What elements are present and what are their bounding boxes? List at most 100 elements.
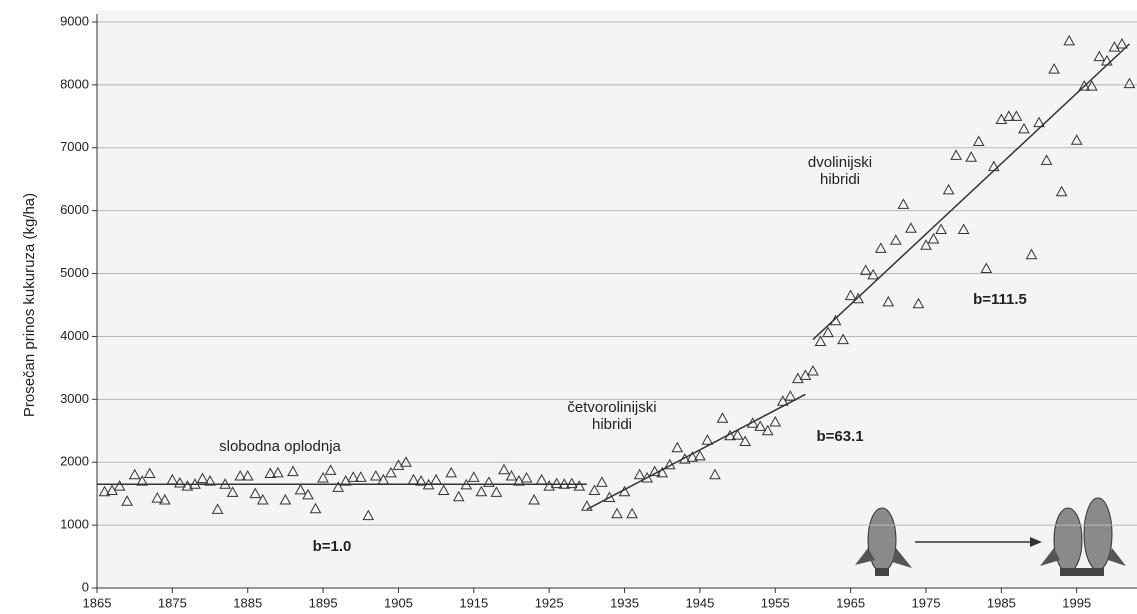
data-point [113,480,126,491]
data-point [226,486,239,497]
data-point [302,488,314,500]
data-point [987,160,1000,172]
data-point [852,292,865,304]
data-point [136,475,149,486]
data-point [859,264,872,275]
data-point [633,468,646,480]
data-point [234,470,247,481]
data-point [385,466,397,478]
data-point [912,297,925,309]
y-tick-label: 9000 [60,13,89,28]
x-tick-label: 1885 [233,595,262,610]
data-point [264,467,277,479]
data-point [287,465,299,477]
data-point [837,333,849,345]
data-point [822,326,834,338]
y-tick-label: 7000 [60,139,89,154]
data-point [611,507,623,519]
data-point [1101,54,1113,66]
annotation: hibridi [820,171,860,188]
data-point [776,395,789,406]
data-point [505,470,518,481]
data-point [920,239,932,250]
data-point [678,453,691,464]
data-point [498,463,510,475]
x-tick-label: 1955 [761,595,790,610]
data-point [437,484,450,496]
data-point [784,390,797,401]
data-point [174,476,186,488]
data-point [957,223,970,235]
data-point [648,465,661,477]
data-point [656,466,669,478]
data-point [588,484,601,496]
data-point [1040,154,1053,165]
x-tick-label: 1895 [309,595,338,610]
annotation: dvolinijski [808,154,872,171]
data-point [151,492,164,503]
data-point [1055,185,1068,197]
data-point [528,493,540,505]
data-point [369,470,382,481]
data-point [995,113,1008,124]
data-point [520,471,533,483]
data-point [460,478,473,490]
data-point [739,435,751,446]
data-point [362,509,375,521]
trend-line [812,43,1130,341]
arrow-head [1030,537,1042,547]
data-point [347,471,360,482]
data-point [754,420,767,431]
data-point [256,493,269,505]
x-tick-label: 1995 [1062,595,1091,610]
x-tick-label: 1985 [987,595,1016,610]
data-point [196,472,209,484]
data-point [332,481,345,492]
data-point [189,478,201,489]
corn-icon-left [855,507,912,576]
data-point [792,372,804,384]
y-tick-label: 1000 [60,517,89,532]
x-tick-label: 1935 [610,595,639,610]
data-point [686,451,699,462]
data-point [1123,77,1136,89]
data-point [882,295,895,307]
data-point [490,486,503,497]
data-point [565,477,578,489]
y-tick-label: 2000 [60,454,89,469]
data-point [1108,41,1121,52]
data-point [867,268,880,280]
data-point [249,487,262,499]
x-tick-label: 1865 [83,595,112,610]
data-point [746,417,759,428]
data-point [400,456,412,467]
data-point [1070,134,1083,145]
data-point [392,459,405,470]
data-point [430,473,442,485]
annotation: hibridi [592,416,632,433]
data-point [272,466,284,478]
trend-line [586,393,806,511]
data-point [603,491,616,502]
x-tick-label: 1915 [459,595,488,610]
data-point [143,467,156,479]
data-point [581,500,593,511]
data-point [701,434,714,445]
data-point [972,135,985,146]
data-point [158,493,171,505]
x-tick-label: 1945 [685,595,714,610]
data-point [1018,122,1030,134]
data-point [128,468,141,480]
data-point [980,262,993,274]
y-tick-label: 0 [82,579,89,594]
annotation: četvorolinijski [567,399,656,416]
data-point [166,473,179,485]
data-point [874,242,887,253]
y-tick-label: 6000 [60,202,89,217]
data-point [716,412,729,423]
data-point [671,441,684,453]
data-point [241,470,254,481]
data-point [663,458,676,470]
data-point [98,485,111,497]
